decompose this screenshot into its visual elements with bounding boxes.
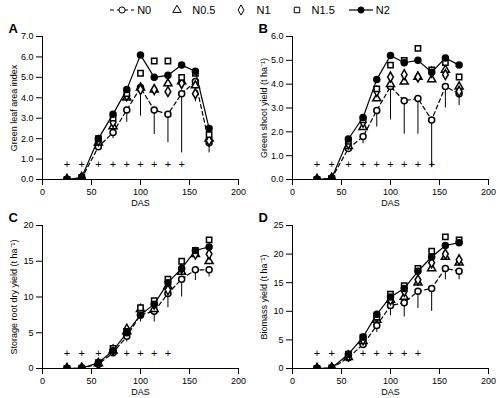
svg-text:100: 100	[383, 376, 398, 386]
svg-text:+: +	[401, 158, 407, 170]
svg-text:3.0: 3.0	[21, 113, 34, 123]
svg-text:20: 20	[273, 249, 283, 259]
svg-text:0: 0	[40, 376, 45, 386]
svg-text:50: 50	[86, 376, 96, 386]
svg-text:200: 200	[231, 376, 246, 386]
html-text:N0: N0	[137, 4, 152, 16]
svg-text:+: +	[137, 347, 143, 359]
svg-text:+: +	[415, 158, 421, 170]
svg-text:150: 150	[432, 187, 447, 197]
svg-text:+: +	[165, 158, 171, 170]
svg-text:+: +	[78, 347, 84, 359]
svg-text:Green leaf area index: Green leaf area index	[9, 64, 19, 151]
html-text:N1.5: N1.5	[311, 4, 335, 16]
svg-text:4.0: 4.0	[271, 79, 284, 89]
svg-text:0.0: 0.0	[21, 174, 34, 184]
svg-text:5: 5	[28, 328, 33, 338]
svg-text:150: 150	[182, 187, 197, 197]
html-text:N2: N2	[375, 4, 390, 16]
svg-text:100: 100	[133, 187, 148, 197]
svg-text:+: +	[387, 158, 393, 170]
svg-text:3.0: 3.0	[271, 103, 284, 113]
svg-text:2.0: 2.0	[271, 127, 284, 137]
svg-text:5: 5	[278, 335, 283, 345]
svg-text:DAS: DAS	[381, 198, 400, 208]
svg-text:200: 200	[481, 376, 496, 386]
svg-text:5.0: 5.0	[21, 72, 34, 82]
svg-text:200: 200	[481, 187, 496, 197]
svg-text:+: +	[387, 347, 393, 359]
svg-text:6.0: 6.0	[21, 52, 34, 62]
svg-text:+: +	[345, 158, 351, 170]
svg-text:+: +	[374, 347, 380, 359]
svg-text:+: +	[401, 347, 407, 359]
svg-text:150: 150	[432, 376, 447, 386]
svg-text:50: 50	[86, 187, 96, 197]
svg-text:Green shoot yield (t ha⁻¹): Green shoot yield (t ha⁻¹)	[259, 58, 269, 158]
svg-text:A: A	[9, 21, 19, 36]
svg-text:10: 10	[23, 292, 33, 302]
svg-text:+: +	[314, 158, 320, 170]
svg-text:2.0: 2.0	[21, 134, 34, 144]
svg-text:+: +	[78, 158, 84, 170]
svg-text:+: +	[374, 158, 380, 170]
svg-text:+: +	[95, 158, 101, 170]
svg-text:+: +	[110, 158, 116, 170]
svg-text:0: 0	[28, 363, 33, 373]
svg-text:150: 150	[182, 376, 197, 386]
svg-text:+: +	[165, 347, 171, 359]
svg-text:+: +	[345, 347, 351, 359]
svg-text:100: 100	[133, 376, 148, 386]
svg-text:C: C	[9, 210, 19, 225]
svg-text:Storage root dry yield (t ha⁻¹: Storage root dry yield (t ha⁻¹)	[9, 239, 19, 354]
html-text:N1: N1	[256, 4, 271, 16]
svg-text:+: +	[178, 158, 184, 170]
svg-text:+: +	[137, 158, 143, 170]
svg-text:1.0: 1.0	[21, 154, 34, 164]
svg-text:DAS: DAS	[131, 387, 150, 397]
svg-text:+: +	[64, 158, 70, 170]
svg-text:25: 25	[273, 220, 283, 230]
svg-text:+: +	[314, 347, 320, 359]
svg-text:+: +	[95, 347, 101, 359]
svg-text:0: 0	[290, 376, 295, 386]
svg-text:20: 20	[23, 220, 33, 230]
svg-text:+: +	[328, 158, 334, 170]
svg-text:50: 50	[336, 187, 346, 197]
svg-text:50: 50	[336, 376, 346, 386]
svg-text:10: 10	[273, 306, 283, 316]
svg-text:Biomass yield (t ha⁻¹): Biomass yield (t ha⁻¹)	[259, 254, 269, 339]
svg-text:15: 15	[23, 256, 33, 266]
svg-text:200: 200	[231, 187, 246, 197]
svg-text:100: 100	[383, 187, 398, 197]
svg-text:0: 0	[290, 187, 295, 197]
svg-text:0.0: 0.0	[271, 174, 284, 184]
svg-text:B: B	[259, 21, 268, 36]
svg-text:0: 0	[40, 187, 45, 197]
svg-text:DAS: DAS	[131, 198, 150, 208]
svg-text:+: +	[415, 347, 421, 359]
svg-text:15: 15	[273, 278, 283, 288]
svg-text:+: +	[64, 347, 70, 359]
svg-text:+: +	[110, 347, 116, 359]
svg-text:4.0: 4.0	[21, 93, 34, 103]
svg-text:0: 0	[278, 363, 283, 373]
svg-text:5.0: 5.0	[271, 55, 284, 65]
svg-text:+: +	[124, 158, 130, 170]
svg-text:1.0: 1.0	[271, 151, 284, 161]
svg-text:+: +	[124, 347, 130, 359]
html-text:N0.5: N0.5	[192, 4, 216, 16]
svg-text:+: +	[360, 158, 366, 170]
svg-text:+: +	[151, 158, 157, 170]
svg-text:DAS: DAS	[381, 387, 400, 397]
svg-text:+: +	[328, 347, 334, 359]
svg-text:6.0: 6.0	[271, 31, 284, 41]
svg-text:+: +	[151, 347, 157, 359]
svg-text:+: +	[428, 158, 434, 170]
svg-text:D: D	[259, 210, 268, 225]
svg-text:+: +	[360, 347, 366, 359]
svg-text:7.0: 7.0	[21, 31, 34, 41]
